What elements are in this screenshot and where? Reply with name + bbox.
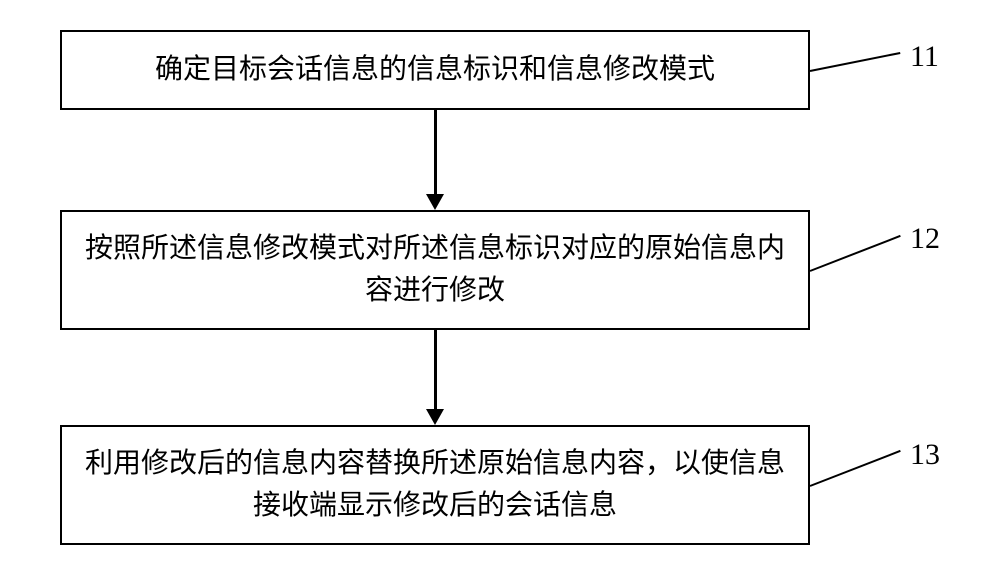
- label-connector: [810, 52, 900, 72]
- arrow-head-icon: [426, 194, 444, 210]
- flow-label-b2: 12: [910, 222, 940, 256]
- flow-box-text: 利用修改后的信息内容替换所述原始信息内容，以使信息接收端显示修改后的会话信息: [82, 443, 788, 527]
- flow-label-b1: 11: [910, 40, 939, 74]
- flow-box-text: 确定目标会话信息的信息标识和信息修改模式: [155, 49, 715, 91]
- arrow-head-icon: [426, 409, 444, 425]
- label-connector: [810, 450, 901, 487]
- arrow-line: [434, 110, 437, 196]
- flow-box-text: 按照所述信息修改模式对所述信息标识对应的原始信息内容进行修改: [82, 228, 788, 312]
- arrow-line: [434, 330, 437, 411]
- flow-box-b1: 确定目标会话信息的信息标识和信息修改模式: [60, 30, 810, 110]
- flow-box-b2: 按照所述信息修改模式对所述信息标识对应的原始信息内容进行修改: [60, 210, 810, 330]
- label-connector: [810, 235, 901, 272]
- flow-label-b3: 13: [910, 438, 940, 472]
- flow-box-b3: 利用修改后的信息内容替换所述原始信息内容，以使信息接收端显示修改后的会话信息: [60, 425, 810, 545]
